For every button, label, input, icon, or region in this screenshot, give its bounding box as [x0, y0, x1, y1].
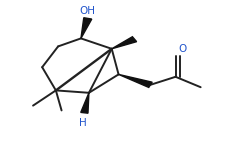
Polygon shape: [81, 18, 91, 38]
Polygon shape: [80, 93, 89, 113]
Text: O: O: [178, 44, 186, 54]
Polygon shape: [118, 74, 152, 87]
Polygon shape: [111, 37, 136, 49]
Text: H: H: [79, 118, 87, 128]
Text: OH: OH: [79, 6, 95, 16]
